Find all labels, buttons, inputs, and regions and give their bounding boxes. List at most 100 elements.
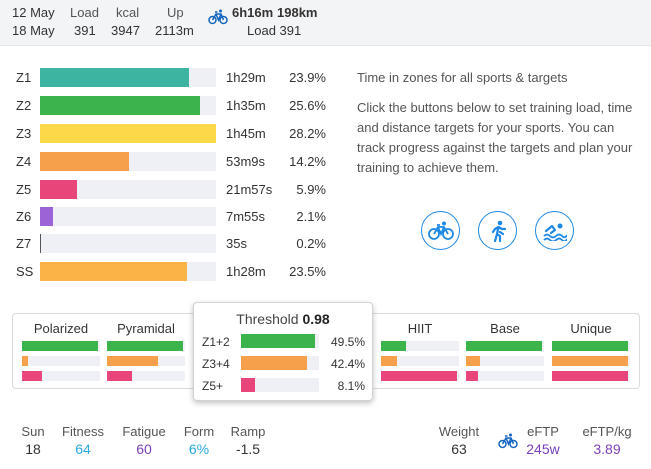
training-model-hiit[interactable]: HIIT xyxy=(381,314,465,388)
training-model-name: Polarized xyxy=(33,321,89,336)
fitness-label: Fitness xyxy=(62,424,104,439)
model-bar xyxy=(466,356,480,366)
ride-target-button[interactable] xyxy=(421,211,460,250)
training-model-name: HIIT xyxy=(407,321,433,336)
zone-time: 1h29m xyxy=(226,70,266,85)
form-value: 6% xyxy=(188,441,210,457)
training-model-pyramidal[interactable]: Pyramidal xyxy=(107,314,191,388)
load-label: Load xyxy=(70,5,99,20)
threshold-row-label: Z5+ xyxy=(202,379,224,393)
swimming-icon xyxy=(542,223,567,241)
threshold-row-label: Z1+2 xyxy=(202,335,230,349)
eftpkg-label: eFTP/kg xyxy=(582,424,632,439)
load-value: 391 xyxy=(74,23,96,38)
model-bar-track xyxy=(107,371,185,381)
zone-time: 35s xyxy=(226,236,247,251)
model-bar xyxy=(22,371,42,381)
day-value: 18 xyxy=(25,441,41,457)
training-model-name: Unique xyxy=(570,321,612,336)
eftp-label: eFTP xyxy=(527,424,559,439)
zone-bar xyxy=(40,207,53,226)
day-label: Sun xyxy=(21,424,45,439)
training-model-polarized[interactable]: Polarized xyxy=(22,314,106,388)
threshold-score: 0.98 xyxy=(302,311,330,327)
kcal-label: kcal xyxy=(116,5,140,20)
zone-label: Z3 xyxy=(16,126,32,141)
ramp-value: -1.5 xyxy=(235,441,261,457)
swim-target-button[interactable] xyxy=(535,211,574,250)
zone-percent: 0.2% xyxy=(296,236,326,251)
model-bar-track xyxy=(552,371,630,381)
zone-percent: 23.9% xyxy=(289,70,326,85)
model-bar-track xyxy=(22,341,100,351)
date-from: 12 May xyxy=(12,5,55,20)
running-icon xyxy=(491,220,506,242)
model-bar xyxy=(22,341,98,351)
zone-bar xyxy=(40,68,189,87)
threshold-bar-track xyxy=(241,356,319,370)
zone-bar-track xyxy=(40,262,216,281)
zone-label: SS xyxy=(16,264,34,279)
bicycle-icon xyxy=(208,9,228,30)
eftpkg-value: 3.89 xyxy=(593,441,621,457)
threshold-bar-track xyxy=(241,334,319,348)
model-bar xyxy=(107,371,132,381)
threshold-row-percent: 49.5% xyxy=(330,335,365,349)
model-bar xyxy=(552,371,628,381)
zone-bar xyxy=(40,262,187,281)
model-bar xyxy=(22,356,28,366)
ride-distance: 198km xyxy=(277,5,318,20)
threshold-tooltip: Threshold 0.98 Z1+2 49.5% Z3+4 42.4% Z5+ 8.1% xyxy=(193,302,373,401)
model-bar xyxy=(381,341,406,351)
zone-bar xyxy=(40,124,216,143)
threshold-title: Threshold 0.98 xyxy=(236,311,330,327)
bicycle-icon xyxy=(427,221,454,240)
kcal-value: 3947 xyxy=(111,23,140,38)
zone-percent: 14.2% xyxy=(289,154,326,169)
zone-bar xyxy=(40,234,41,253)
zone-label: Z6 xyxy=(16,209,32,224)
model-bar-track xyxy=(381,341,459,351)
zone-percent: 23.5% xyxy=(289,264,326,279)
zone-time: 1h35m xyxy=(226,98,266,113)
ride-time: 6h16m xyxy=(232,5,274,20)
ramp-label: Ramp xyxy=(230,424,266,439)
zone-label: Z5 xyxy=(16,182,32,197)
run-target-button[interactable] xyxy=(478,211,517,250)
zone-bar-track xyxy=(40,234,216,253)
summary-header: 12 May 18 May Load 391 kcal 3947 Up 2113… xyxy=(0,0,651,46)
zone-bar-track xyxy=(40,96,216,115)
fatigue-label: Fatigue xyxy=(122,424,166,439)
zone-bar xyxy=(40,96,200,115)
zone-label: Z1 xyxy=(16,70,32,85)
training-model-name: Base xyxy=(490,321,520,336)
zone-bar xyxy=(40,152,129,171)
model-bar-track xyxy=(22,356,100,366)
threshold-row-label: Z3+4 xyxy=(202,357,230,371)
threshold-row-percent: 42.4% xyxy=(330,357,365,371)
zone-time: 7m55s xyxy=(226,209,266,224)
training-models-panel: Polarized Pyramidal HIIT Base Unique xyxy=(12,313,640,389)
zone-label: Z7 xyxy=(16,236,32,251)
up-label: Up xyxy=(167,5,184,20)
model-bar-track xyxy=(381,371,459,381)
threshold-row-percent: 8.1% xyxy=(337,379,365,393)
model-bar xyxy=(107,356,158,366)
fatigue-value: 60 xyxy=(136,441,152,457)
training-model-base[interactable]: Base xyxy=(466,314,550,388)
training-model-name: Pyramidal xyxy=(117,321,175,336)
model-bar-track xyxy=(552,341,630,351)
model-bar xyxy=(107,341,183,351)
model-bar xyxy=(466,371,478,381)
training-model-unique[interactable]: Unique xyxy=(552,314,636,388)
zones-info-text: Click the buttons below to set training … xyxy=(357,100,633,175)
zone-percent: 5.9% xyxy=(296,182,326,197)
form-label: Form xyxy=(183,424,215,439)
zone-time: 1h28m xyxy=(226,264,266,279)
model-bar-track xyxy=(107,341,185,351)
zone-percent: 28.2% xyxy=(289,126,326,141)
threshold-bar xyxy=(241,334,315,348)
zone-time: 21m57s xyxy=(226,182,273,197)
model-bar xyxy=(552,341,628,351)
fitness-value: 64 xyxy=(75,441,91,457)
